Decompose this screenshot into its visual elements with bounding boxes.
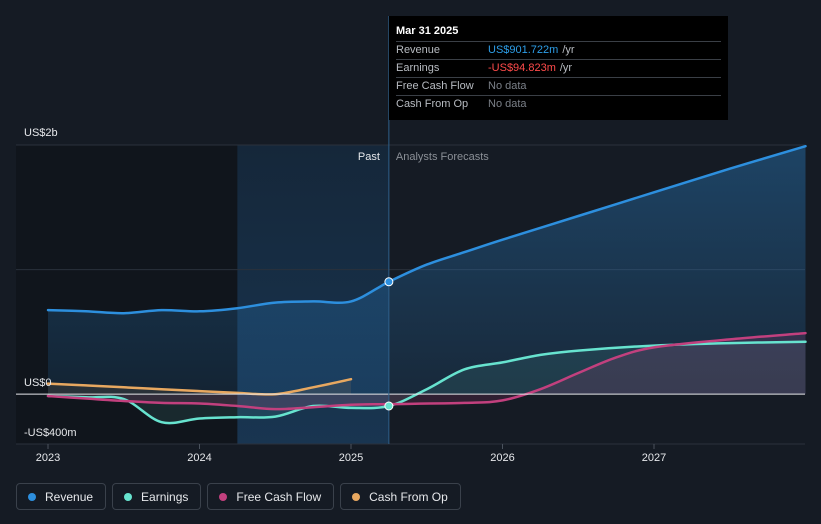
tooltip-row-cash-from-op: Cash From Op No data [396, 95, 721, 113]
y-tick-label: US$2b [24, 127, 58, 139]
earnings-area [48, 341, 806, 424]
x-tick-label: 2024 [187, 452, 211, 464]
cash-from-op-area [48, 379, 351, 395]
legend-item-earnings[interactable]: Earnings [112, 483, 202, 510]
tooltip-unit: /yr [559, 62, 573, 74]
revenue-line [46, 144, 807, 315]
legend-label: Revenue [45, 489, 94, 504]
revenue-area [48, 146, 806, 395]
earnings-line [46, 340, 807, 425]
legend-label: Free Cash Flow [236, 489, 322, 504]
y-tick-label: -US$400m [24, 427, 77, 439]
x-tick-label: 2027 [642, 452, 666, 464]
y-axis-ticks: US$2b US$0 -US$400m [24, 127, 77, 439]
legend: Revenue Earnings Free Cash Flow Cash Fro… [16, 483, 461, 510]
forecast-label: Analysts Forecasts [396, 151, 489, 163]
legend-dot-icon [352, 492, 361, 501]
free-cash-flow-line [46, 331, 807, 411]
tooltip-value: US$901.722m [488, 44, 559, 56]
x-axis-ticks: 2023 2024 2025 2026 2027 [36, 444, 666, 464]
past-label: Past [358, 151, 380, 163]
revenue-marker [384, 277, 394, 287]
legend-dot-icon [124, 492, 133, 501]
tooltip-label: Cash From Op [396, 98, 469, 110]
legend-item-revenue[interactable]: Revenue [16, 483, 107, 510]
x-tick-label: 2025 [339, 452, 363, 464]
x-tick-label: 2026 [490, 452, 514, 464]
tooltip-label: Free Cash Flow [396, 80, 474, 92]
series-areas [48, 146, 806, 424]
tooltip-value: No data [488, 98, 527, 110]
legend-item-cash-from-op[interactable]: Cash From Op [340, 483, 461, 510]
legend-label: Cash From Op [369, 489, 448, 504]
free-cash-flow-area [48, 333, 806, 410]
tooltip-row-free-cash-flow: Free Cash Flow No data [396, 77, 721, 95]
x-tick-label: 2023 [36, 452, 60, 464]
earnings-marker [384, 401, 394, 411]
series-lines [46, 144, 807, 425]
legend-dot-icon [219, 492, 228, 501]
cash-from-op-line [46, 377, 353, 396]
tooltip-label: Revenue [396, 44, 441, 56]
tooltip-label: Earnings [396, 62, 440, 74]
tooltip-value: -US$94.823m [488, 62, 556, 74]
tooltip-row-earnings: Earnings -US$94.823m /yr [396, 59, 721, 77]
hover-markers [384, 277, 394, 411]
data-tooltip: Mar 31 2025 Revenue US$901.722m /yr Earn… [389, 16, 728, 120]
tooltip-value: No data [488, 80, 527, 92]
y-tick-label: US$0 [24, 377, 52, 389]
tooltip-unit: /yr [562, 44, 575, 56]
legend-item-free-cash-flow[interactable]: Free Cash Flow [207, 483, 335, 510]
tooltip-date: Mar 31 2025 [396, 25, 459, 37]
legend-label: Earnings [141, 489, 189, 504]
tooltip-row-revenue: Revenue US$901.722m /yr [396, 41, 721, 59]
legend-dot-icon [28, 492, 36, 501]
